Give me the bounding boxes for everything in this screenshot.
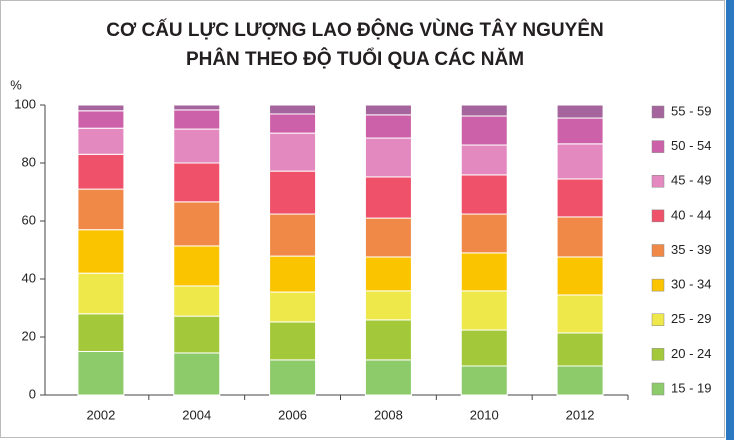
bar-segment	[173, 104, 221, 111]
y-tick-label: 20	[22, 328, 36, 343]
y-tick-label: 40	[22, 270, 36, 285]
x-tick-label: 2008	[374, 407, 403, 422]
bar-segment	[460, 144, 508, 176]
bar-segment	[364, 104, 412, 116]
bar-segment	[364, 217, 412, 258]
bar-segment	[364, 359, 412, 396]
bar-segment	[77, 313, 125, 352]
bar-segment	[460, 329, 508, 367]
legend-swatch	[651, 313, 665, 326]
bar-segment	[556, 104, 604, 119]
legend-swatch	[651, 209, 665, 223]
bar-segment	[173, 285, 221, 317]
legend-label: 35 - 39	[671, 242, 711, 257]
legend-swatch	[651, 140, 665, 153]
bar-segment	[173, 245, 221, 287]
bar-segment	[173, 162, 221, 203]
y-tick-label: 0	[29, 386, 36, 401]
x-tick-label: 2004	[182, 407, 211, 422]
chart-title: PHÂN THEO ĐỘ TUỔI QUA CÁC NĂM	[186, 48, 524, 70]
bar-segment	[77, 153, 125, 190]
bar-segment	[556, 143, 604, 180]
bar-segment	[364, 290, 412, 321]
legend-swatch	[651, 382, 665, 396]
bar-segment	[269, 359, 317, 396]
legend-swatch	[651, 175, 665, 188]
bar-segment	[364, 319, 412, 361]
legend-label: 30 - 34	[671, 277, 711, 292]
bar-segment	[460, 213, 508, 254]
legend-label: 50 - 54	[671, 138, 711, 153]
bar-segment	[77, 104, 125, 112]
bar-segment	[173, 352, 221, 396]
bar-segment	[77, 229, 125, 274]
bar-segment	[173, 315, 221, 354]
x-tick-label: 2006	[278, 407, 307, 422]
bar-segment	[77, 127, 125, 155]
bar-segment	[77, 351, 125, 396]
bar-segment	[460, 365, 508, 396]
bar-segment	[269, 321, 317, 361]
y-axis-label: %	[10, 77, 22, 92]
y-tick-label: 100	[14, 96, 36, 111]
bar-segment	[269, 291, 317, 323]
bar-segment	[556, 178, 604, 218]
bar-segment	[173, 128, 221, 164]
bar-segment	[364, 256, 412, 292]
x-tick-label: 2002	[86, 407, 115, 422]
bar-segment	[364, 137, 412, 178]
bar-segment	[460, 252, 508, 292]
bar-segment	[460, 290, 508, 331]
bar-segment	[460, 174, 508, 215]
legend-swatch	[651, 244, 665, 257]
bar-segment	[173, 201, 221, 247]
bar-segment	[269, 132, 317, 172]
bar-segment	[364, 114, 412, 139]
legend-swatch	[651, 105, 665, 119]
bar-segment	[269, 255, 317, 293]
bar-segment	[77, 272, 125, 315]
bar-segment	[269, 170, 317, 215]
y-tick-label: 80	[22, 154, 36, 169]
bar-segment	[556, 256, 604, 296]
bar-segment	[556, 332, 604, 367]
bar-segment	[556, 365, 604, 396]
legend-label: 15 - 19	[671, 380, 711, 395]
bar-segment	[269, 113, 317, 134]
legend-label: 20 - 24	[671, 346, 711, 361]
legend-label: 40 - 44	[671, 207, 711, 222]
legend-label: 45 - 49	[671, 173, 711, 188]
bar-segment	[77, 188, 125, 231]
bar-segment	[77, 110, 125, 129]
x-tick-label: 2010	[470, 407, 499, 422]
bar-segment	[269, 213, 317, 257]
legend-swatch	[651, 348, 665, 361]
page-edge	[726, 0, 734, 440]
bar-segment	[269, 104, 317, 115]
bar-segment	[460, 104, 508, 117]
bar-segment	[173, 109, 221, 130]
x-tick-label: 2012	[566, 407, 595, 422]
y-tick-label: 60	[22, 212, 36, 227]
bar-segment	[556, 117, 604, 145]
bar-segment	[556, 216, 604, 258]
legend-swatch	[651, 278, 665, 292]
bar-segment	[460, 115, 508, 146]
legend-label: 25 - 29	[671, 311, 711, 326]
bar-segment	[556, 294, 604, 334]
bar-segment	[364, 176, 412, 219]
chart-title: CƠ CẤU LỰC LƯỢNG LAO ĐỘNG VÙNG TÂY NGUYÊ…	[106, 19, 603, 41]
legend-label: 55 - 59	[671, 103, 711, 118]
